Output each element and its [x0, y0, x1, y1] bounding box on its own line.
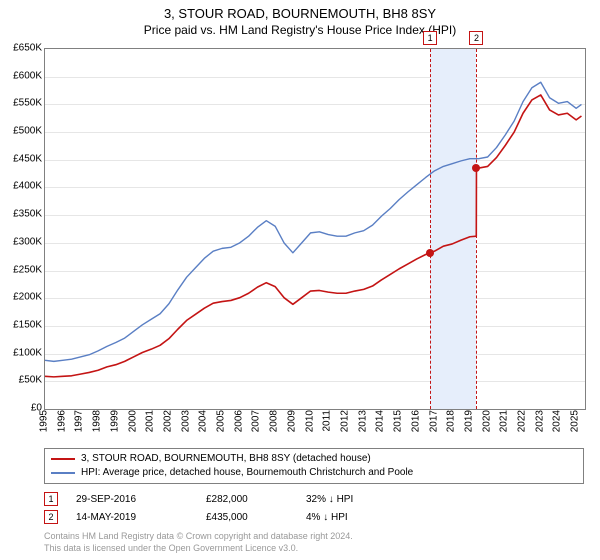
sale-delta: 32% ↓ HPI — [306, 494, 396, 505]
sale-price: £435,000 — [206, 512, 306, 523]
legend-label: 3, STOUR ROAD, BOURNEMOUTH, BH8 8SY (det… — [81, 452, 371, 466]
y-tick-label: £50K — [2, 375, 42, 386]
sale-marker: 2 — [469, 31, 483, 45]
y-tick-label: £350K — [2, 209, 42, 220]
x-tick-label: 2007 — [251, 410, 262, 432]
y-tick-label: £550K — [2, 98, 42, 109]
sale-row-marker: 2 — [44, 510, 58, 524]
sale-delta: 4% ↓ HPI — [306, 512, 396, 523]
sales-table: 1 29-SEP-2016£282,00032% ↓ HPI 2 14-MAY-201… — [44, 490, 396, 526]
legend-swatch — [51, 458, 75, 460]
y-tick-label: £650K — [2, 43, 42, 54]
x-tick-label: 2014 — [375, 410, 386, 432]
series-price_paid — [45, 95, 581, 377]
x-tick-label: 2012 — [339, 410, 350, 432]
x-tick-label: 2018 — [446, 410, 457, 432]
sale-marker: 1 — [423, 31, 437, 45]
x-tick-label: 2024 — [552, 410, 563, 432]
series-hpi — [45, 82, 581, 361]
x-tick-label: 2005 — [216, 410, 227, 432]
y-tick-label: £150K — [2, 319, 42, 330]
attribution-text: Contains HM Land Registry data © Crown c… — [44, 530, 353, 554]
y-tick-label: £200K — [2, 292, 42, 303]
x-tick-label: 2013 — [357, 410, 368, 432]
legend-item: 3, STOUR ROAD, BOURNEMOUTH, BH8 8SY (det… — [51, 452, 577, 466]
sale-row: 1 29-SEP-2016£282,00032% ↓ HPI — [44, 490, 396, 508]
x-tick-label: 2000 — [127, 410, 138, 432]
x-tick-label: 2020 — [481, 410, 492, 432]
legend-item: HPI: Average price, detached house, Bour… — [51, 466, 577, 480]
legend-swatch — [51, 472, 75, 474]
x-tick-label: 1996 — [56, 410, 67, 432]
x-tick-label: 2025 — [570, 410, 581, 432]
x-tick-label: 2011 — [322, 410, 333, 432]
x-tick-label: 2002 — [162, 410, 173, 432]
x-tick-label: 2021 — [499, 410, 510, 432]
y-tick-label: £100K — [2, 347, 42, 358]
y-tick-label: £0 — [2, 403, 42, 414]
sale-row: 2 14-MAY-2019£435,0004% ↓ HPI — [44, 508, 396, 526]
y-tick-label: £300K — [2, 236, 42, 247]
sale-price: £282,000 — [206, 494, 306, 505]
sale-row-marker: 1 — [44, 492, 58, 506]
sale-point — [426, 249, 434, 257]
y-tick-label: £450K — [2, 153, 42, 164]
sale-point — [472, 164, 480, 172]
x-tick-label: 2008 — [269, 410, 280, 432]
sale-date: 14-MAY-2019 — [76, 512, 206, 523]
x-tick-label: 2019 — [463, 410, 474, 432]
legend-label: HPI: Average price, detached house, Bour… — [81, 466, 413, 480]
x-tick-label: 2010 — [304, 410, 315, 432]
attribution-line1: Contains HM Land Registry data © Crown c… — [44, 530, 353, 542]
y-tick-label: £250K — [2, 264, 42, 275]
x-tick-label: 2004 — [198, 410, 209, 432]
x-tick-label: 1997 — [74, 410, 85, 432]
y-tick-label: £400K — [2, 181, 42, 192]
sale-date: 29-SEP-2016 — [76, 494, 206, 505]
price-chart: 12 — [44, 48, 586, 410]
y-tick-label: £500K — [2, 126, 42, 137]
x-tick-label: 1995 — [39, 410, 50, 432]
x-tick-label: 1998 — [92, 410, 103, 432]
x-tick-label: 2003 — [180, 410, 191, 432]
x-tick-label: 2001 — [145, 410, 156, 432]
chart-legend: 3, STOUR ROAD, BOURNEMOUTH, BH8 8SY (det… — [44, 448, 584, 484]
y-tick-label: £600K — [2, 70, 42, 81]
attribution-line2: This data is licensed under the Open Gov… — [44, 542, 353, 554]
x-tick-label: 1999 — [109, 410, 120, 432]
x-tick-label: 2016 — [410, 410, 421, 432]
x-tick-label: 2006 — [233, 410, 244, 432]
x-tick-label: 2022 — [517, 410, 528, 432]
x-tick-label: 2015 — [393, 410, 404, 432]
page-subtitle: Price paid vs. HM Land Registry's House … — [0, 23, 600, 37]
x-tick-label: 2023 — [534, 410, 545, 432]
x-tick-label: 2009 — [286, 410, 297, 432]
page-title: 3, STOUR ROAD, BOURNEMOUTH, BH8 8SY — [0, 6, 600, 21]
x-tick-label: 2017 — [428, 410, 439, 432]
